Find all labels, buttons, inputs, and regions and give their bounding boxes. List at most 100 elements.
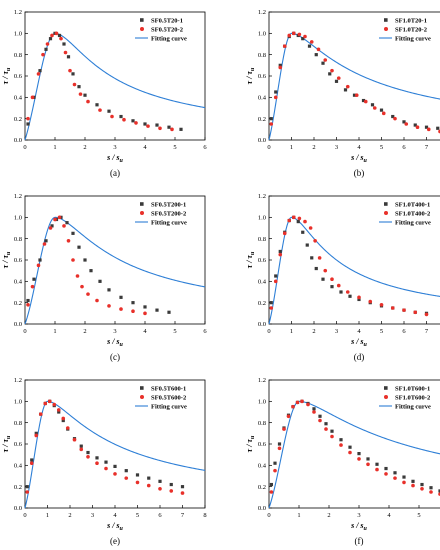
legend-entry-label: Fitting curve bbox=[151, 35, 187, 42]
data-point-square bbox=[34, 431, 38, 435]
x-tick-label: 5 bbox=[173, 328, 176, 335]
y-tick-label: 0.0 bbox=[258, 321, 266, 328]
data-point-circle bbox=[54, 31, 59, 36]
data-point-square bbox=[95, 456, 99, 460]
y-tick-label: 0.8 bbox=[258, 236, 266, 243]
data-point-circle bbox=[273, 468, 277, 473]
data-point-circle bbox=[415, 125, 420, 129]
data-point-circle bbox=[291, 215, 296, 220]
data-point-circle bbox=[372, 106, 377, 110]
data-point-square bbox=[321, 277, 325, 281]
data-point-circle bbox=[330, 68, 334, 73]
x-tick-label: 0 bbox=[23, 144, 26, 151]
data-point-circle bbox=[393, 476, 397, 480]
data-point-square bbox=[77, 85, 81, 89]
fitting-curve bbox=[268, 400, 440, 509]
data-point-circle bbox=[278, 252, 283, 257]
data-point-square bbox=[370, 103, 375, 107]
y-axis-label: τ / τu bbox=[1, 67, 12, 84]
x-tick-label: 7 bbox=[425, 144, 429, 151]
data-point-square bbox=[66, 55, 71, 59]
data-point-circle bbox=[158, 487, 162, 491]
data-point-square bbox=[384, 466, 388, 471]
data-point-circle bbox=[277, 446, 282, 451]
data-point-circle bbox=[72, 82, 77, 87]
x-tick-label: 1 bbox=[290, 144, 293, 151]
y-tick-label: 1.2 bbox=[14, 193, 22, 200]
data-point-square bbox=[438, 489, 440, 493]
y-tick-label: 1.2 bbox=[258, 377, 266, 384]
data-point-square bbox=[155, 308, 159, 312]
data-point-circle bbox=[291, 31, 296, 36]
x-tick-label: 3 bbox=[335, 144, 338, 151]
legend: SF1.0T600-1 SF1.0T600-2 Fitting curve bbox=[379, 385, 431, 410]
y-axis-label: τ / τu bbox=[245, 435, 256, 452]
x-tick-label: 5 bbox=[380, 144, 383, 151]
data-point-circle bbox=[80, 284, 84, 289]
data-point-square bbox=[330, 285, 334, 289]
data-point-square bbox=[119, 295, 123, 299]
data-point-square bbox=[348, 445, 352, 449]
x-tick-label: 4 bbox=[113, 512, 117, 519]
data-point-circle bbox=[36, 263, 41, 268]
y-tick-label: 1.0 bbox=[14, 215, 22, 222]
panel-label: (f) bbox=[355, 536, 364, 546]
data-point-square bbox=[44, 239, 48, 243]
data-point-circle bbox=[45, 42, 50, 46]
data-point-square bbox=[131, 119, 135, 123]
data-point-square bbox=[314, 53, 318, 57]
x-tick-label: 2 bbox=[312, 144, 315, 151]
data-point-square bbox=[57, 33, 62, 38]
x-tick-label: 0 bbox=[267, 512, 270, 519]
data-point-square bbox=[83, 93, 87, 97]
data-point-circle bbox=[269, 490, 274, 494]
data-point-square bbox=[278, 63, 282, 67]
data-point-square bbox=[269, 301, 273, 305]
y-tick-label: 0.6 bbox=[14, 73, 23, 80]
data-point-circle bbox=[26, 303, 30, 307]
legend-entry-label: Fitting curve bbox=[395, 403, 431, 410]
data-point-square bbox=[330, 429, 334, 433]
data-point-circle bbox=[300, 399, 304, 404]
legend: SF1.0T400-1 SF1.0T400-2 Fitting curve bbox=[379, 201, 431, 226]
data-point-square bbox=[135, 473, 140, 477]
data-point-square bbox=[77, 245, 81, 249]
x-tick-label: 0 bbox=[267, 328, 270, 335]
data-point-circle bbox=[303, 34, 307, 39]
data-point-circle bbox=[402, 480, 406, 485]
data-point-square bbox=[89, 269, 93, 273]
y-tick-label: 0.2 bbox=[258, 484, 266, 491]
data-point-square bbox=[328, 72, 332, 76]
x-axis-label: s / su bbox=[350, 521, 367, 532]
data-point-square bbox=[57, 410, 61, 414]
data-point-circle bbox=[424, 312, 429, 317]
data-point-circle bbox=[56, 408, 61, 412]
y-tick-label: 1.2 bbox=[14, 377, 22, 384]
data-point-circle bbox=[366, 462, 370, 467]
data-point-circle bbox=[30, 284, 35, 289]
y-tick-label: 0.6 bbox=[14, 441, 23, 448]
legend-marker-square bbox=[140, 202, 144, 206]
legend: SF0.5T200-1 SF0.5T200-2 Fitting curve bbox=[135, 201, 187, 226]
data-point-circle bbox=[379, 303, 384, 307]
fitting-curve bbox=[24, 216, 206, 325]
y-tick-label: 0.2 bbox=[14, 116, 22, 123]
data-point-square bbox=[30, 458, 34, 462]
y-tick-label: 0.8 bbox=[14, 420, 22, 427]
data-point-square bbox=[301, 37, 305, 41]
fitting-curve bbox=[24, 400, 206, 509]
legend-marker-circle bbox=[140, 27, 144, 31]
data-point-circle bbox=[345, 84, 350, 89]
data-point-circle bbox=[158, 126, 162, 131]
data-point-circle bbox=[312, 410, 316, 414]
data-point-square bbox=[277, 442, 282, 446]
data-point-square bbox=[95, 103, 99, 107]
x-tick-label: 5 bbox=[173, 144, 176, 151]
data-point-circle bbox=[357, 457, 361, 461]
x-tick-label: 7 bbox=[425, 328, 429, 335]
data-point-square bbox=[269, 482, 273, 487]
data-point-square bbox=[158, 479, 162, 483]
data-point-square bbox=[131, 301, 135, 305]
data-point-square bbox=[147, 476, 151, 480]
panel-label: (a) bbox=[110, 168, 120, 178]
